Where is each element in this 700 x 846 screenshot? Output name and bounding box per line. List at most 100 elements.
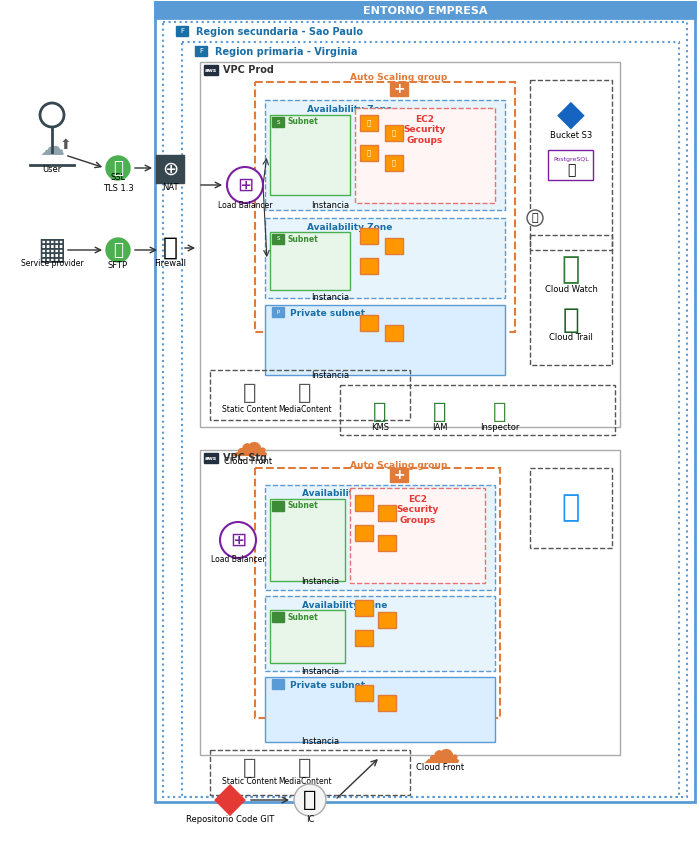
- Text: 🪣: 🪣: [298, 758, 312, 778]
- Text: Repositorio Code GIT: Repositorio Code GIT: [186, 816, 274, 825]
- FancyBboxPatch shape: [360, 228, 378, 244]
- Text: 🪣: 🪣: [298, 383, 312, 403]
- Text: Subnet: Subnet: [288, 234, 318, 244]
- Text: Availability Zone: Availability Zone: [307, 105, 393, 113]
- Text: Cloud Trail: Cloud Trail: [549, 333, 593, 343]
- Text: F: F: [180, 28, 184, 34]
- Text: Cloud Front: Cloud Front: [224, 458, 272, 466]
- Text: Static Content: Static Content: [223, 405, 277, 415]
- FancyBboxPatch shape: [360, 258, 378, 274]
- Text: Region primaria - Virginia: Region primaria - Virginia: [215, 47, 358, 57]
- FancyBboxPatch shape: [355, 525, 373, 541]
- FancyBboxPatch shape: [360, 145, 378, 161]
- Text: User: User: [43, 165, 62, 174]
- Bar: [265, 100, 505, 210]
- Text: aws: aws: [205, 68, 217, 73]
- Text: Subnet: Subnet: [288, 118, 318, 127]
- FancyBboxPatch shape: [272, 117, 284, 127]
- Text: ⬜: ⬜: [367, 119, 371, 126]
- Bar: [355, 108, 495, 203]
- Text: 🔑: 🔑: [433, 402, 447, 422]
- Text: IAM: IAM: [433, 422, 448, 431]
- Text: Region secundaria - Sao Paulo: Region secundaria - Sao Paulo: [196, 27, 363, 37]
- Bar: [255, 468, 500, 718]
- FancyBboxPatch shape: [360, 315, 378, 331]
- FancyBboxPatch shape: [272, 501, 284, 511]
- Text: 🔒: 🔒: [532, 213, 538, 223]
- FancyBboxPatch shape: [200, 62, 620, 427]
- Text: Private subnet: Private subnet: [290, 682, 365, 690]
- Text: ☁: ☁: [39, 136, 64, 160]
- Text: Firewall: Firewall: [154, 259, 186, 267]
- Text: Load Balancer: Load Balancer: [218, 201, 272, 210]
- FancyBboxPatch shape: [378, 505, 396, 521]
- Text: Auto Scaling group: Auto Scaling group: [351, 460, 447, 470]
- Text: Static Content: Static Content: [223, 777, 277, 787]
- Bar: [350, 488, 485, 583]
- Circle shape: [106, 156, 130, 180]
- Text: 🗄: 🗄: [562, 493, 580, 523]
- Text: 👤: 👤: [303, 790, 316, 810]
- Text: ▦: ▦: [38, 235, 66, 265]
- Text: 🗄: 🗄: [567, 163, 575, 177]
- Text: 🛡: 🛡: [373, 402, 386, 422]
- FancyBboxPatch shape: [385, 155, 403, 171]
- Text: S: S: [276, 119, 280, 124]
- FancyBboxPatch shape: [390, 82, 408, 96]
- Bar: [163, 22, 687, 797]
- Bar: [255, 82, 515, 332]
- Text: Instancia: Instancia: [301, 578, 339, 586]
- Text: ☁: ☁: [421, 733, 459, 771]
- Bar: [340, 385, 615, 435]
- Text: S: S: [276, 237, 280, 241]
- Text: P: P: [276, 310, 279, 315]
- FancyBboxPatch shape: [270, 115, 350, 195]
- FancyBboxPatch shape: [385, 238, 403, 254]
- Text: Load Balancer: Load Balancer: [211, 556, 265, 564]
- Text: Instancia: Instancia: [311, 293, 349, 301]
- Text: EC2
Security
Groups: EC2 Security Groups: [404, 115, 446, 145]
- Circle shape: [227, 167, 263, 203]
- Text: Instancia: Instancia: [301, 667, 339, 677]
- Text: Private subnet: Private subnet: [290, 310, 365, 318]
- FancyBboxPatch shape: [385, 325, 403, 341]
- Text: ⊕: ⊕: [162, 160, 178, 179]
- Text: ⬆: ⬆: [60, 138, 71, 152]
- Text: ENTORNO EMPRESA: ENTORNO EMPRESA: [363, 6, 487, 16]
- Text: MediaContent: MediaContent: [278, 405, 332, 415]
- FancyBboxPatch shape: [355, 685, 373, 701]
- Bar: [182, 42, 679, 797]
- Text: +: +: [393, 82, 405, 96]
- Text: 🔒: 🔒: [113, 159, 123, 177]
- Text: ⊞: ⊞: [237, 175, 253, 195]
- Text: VPC Stg: VPC Stg: [223, 453, 267, 463]
- FancyBboxPatch shape: [204, 65, 218, 75]
- Text: F: F: [199, 48, 203, 54]
- Bar: [265, 485, 495, 590]
- FancyBboxPatch shape: [272, 307, 284, 317]
- Text: ◆: ◆: [214, 779, 246, 821]
- Text: PostgreSQL: PostgreSQL: [553, 157, 589, 162]
- Text: ⬜: ⬜: [392, 160, 396, 167]
- Bar: [530, 468, 612, 548]
- FancyBboxPatch shape: [200, 450, 620, 755]
- FancyBboxPatch shape: [355, 600, 373, 616]
- Bar: [210, 750, 410, 795]
- Text: ⬜: ⬜: [392, 129, 396, 136]
- Text: Availability Zone: Availability Zone: [302, 601, 388, 609]
- FancyBboxPatch shape: [156, 155, 184, 183]
- Bar: [530, 235, 612, 365]
- Text: SFTP: SFTP: [108, 261, 128, 270]
- FancyBboxPatch shape: [176, 26, 188, 36]
- Text: aws: aws: [205, 455, 217, 460]
- Text: Instancia: Instancia: [311, 371, 349, 380]
- FancyBboxPatch shape: [265, 305, 505, 375]
- Text: ◆: ◆: [557, 98, 585, 132]
- Text: Instancia: Instancia: [301, 738, 339, 746]
- Text: Inspector: Inspector: [480, 422, 519, 431]
- FancyBboxPatch shape: [195, 46, 207, 56]
- Text: 🪣: 🪣: [244, 383, 257, 403]
- Text: Instancia: Instancia: [311, 201, 349, 210]
- Text: +: +: [393, 468, 405, 482]
- Bar: [265, 218, 505, 298]
